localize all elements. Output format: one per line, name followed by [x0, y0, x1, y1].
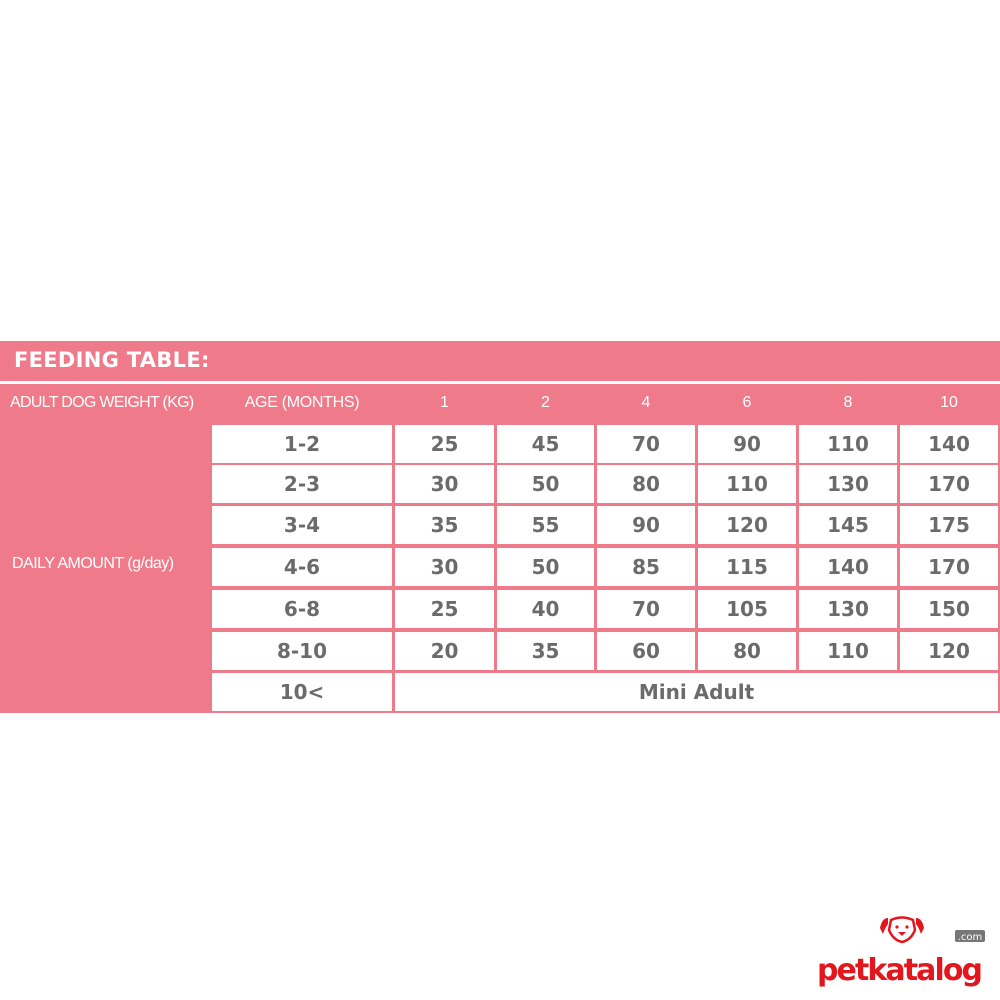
amount-cell: 25: [395, 425, 494, 463]
amount-cell: 60: [597, 632, 695, 670]
amount-cell: 30: [395, 465, 494, 503]
age-column-header: 2: [541, 394, 550, 411]
amount-cell: 120: [698, 506, 796, 544]
weight-cell: 6-8: [212, 590, 392, 628]
amount-cell: 90: [597, 506, 695, 544]
age-header: AGE (MONTHS): [244, 394, 360, 411]
amount-cell: 25: [395, 590, 494, 628]
amount-cell: 150: [900, 590, 998, 628]
table-title: FEEDING TABLE:: [14, 348, 210, 372]
amount-cell: 110: [799, 425, 897, 463]
age-column-header: 4: [641, 394, 651, 411]
amount-cell: 110: [799, 632, 897, 670]
amount-cell: 35: [395, 506, 494, 544]
amount-cell: 30: [395, 548, 494, 586]
amount-cell: 130: [799, 590, 897, 628]
dog-icon: [880, 916, 924, 944]
amount-cell: 105: [698, 590, 796, 628]
weight-header: ADULT DOG WEIGHT (KG): [10, 394, 194, 411]
amount-cell: 120: [900, 632, 998, 670]
mini-adult-cell: Mini Adult: [395, 673, 998, 711]
age-column-header: 6: [742, 394, 752, 411]
weight-cell: 10<: [212, 673, 392, 711]
amount-cell: 130: [799, 465, 897, 503]
amount-cell: 70: [597, 425, 695, 463]
amount-cell: 70: [597, 590, 695, 628]
amount-cell: 50: [497, 465, 594, 503]
amount-cell: 80: [698, 632, 796, 670]
logo-suffix: .com: [958, 932, 983, 943]
amount-cell: 170: [900, 465, 998, 503]
logo-text: petkatalog: [817, 953, 983, 988]
amount-cell: 40: [497, 590, 594, 628]
daily-amount-label: DAILY AMOUNT (g/day): [12, 555, 174, 572]
weight-cell: 2-3: [212, 465, 392, 503]
amount-cell: 170: [900, 548, 998, 586]
amount-cell: 50: [497, 548, 594, 586]
weight-cell: 1-2: [212, 425, 392, 463]
weight-cell: 4-6: [212, 548, 392, 586]
amount-cell: 145: [799, 506, 897, 544]
amount-cell: 85: [597, 548, 695, 586]
amount-cell: 80: [597, 465, 695, 503]
amount-cell: 115: [698, 548, 796, 586]
amount-cell: 175: [900, 506, 998, 544]
age-column-header: 1: [440, 394, 449, 411]
weight-cell: 3-4: [212, 506, 392, 544]
divider: [0, 381, 1000, 384]
amount-cell: 140: [799, 548, 897, 586]
amount-cell: 90: [698, 425, 796, 463]
amount-cell: 110: [698, 465, 796, 503]
age-column-header: 10: [940, 394, 958, 411]
age-column-header: 8: [843, 394, 853, 411]
amount-cell: 140: [900, 425, 998, 463]
amount-cell: 55: [497, 506, 594, 544]
amount-cell: 35: [497, 632, 594, 670]
amount-cell: 20: [395, 632, 494, 670]
petkatalog-logo: .com petkatalog: [817, 916, 985, 988]
weight-cell: 8-10: [212, 632, 392, 670]
amount-cell: 45: [497, 425, 594, 463]
